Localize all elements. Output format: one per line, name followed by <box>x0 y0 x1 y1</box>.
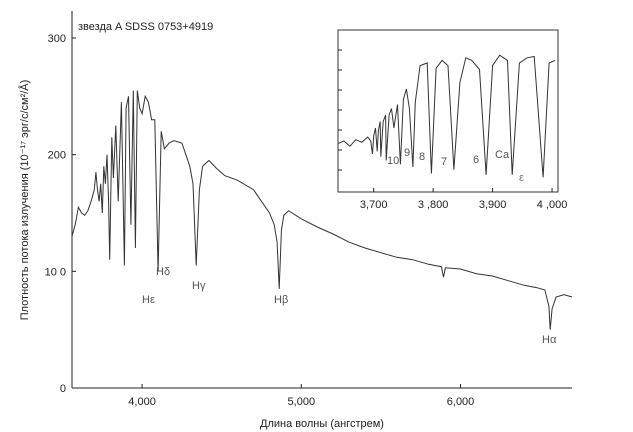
inset-spectrum-line <box>337 54 556 178</box>
inset-annotation-10: 10 <box>387 155 399 167</box>
annotation-h-gamma: Hγ <box>192 280 206 292</box>
y-tick-label: 0 <box>60 383 66 395</box>
inset-annotation-7: 7 <box>441 156 447 168</box>
inset-panel: 3,700 3 ,800 3,900 4 ,000 10 9 8 7 6 Ca ε <box>337 29 567 211</box>
inset-annotation-6: 6 <box>473 154 479 166</box>
y-tick-group: 0 10 0 200 300 <box>45 33 76 395</box>
x-tick-group: 4,000 5,000 6,000 <box>128 384 474 408</box>
main-axes: 0 10 0 200 300 4,000 5,000 6,000 <box>45 11 573 408</box>
inset-annotation-epsilon: ε <box>519 172 524 184</box>
chart-title: звезда A SDSS 0753+4919 <box>78 21 213 33</box>
inset-annotation-ca: Ca <box>495 149 510 161</box>
x-tick-label: 6,000 <box>447 396 475 408</box>
inset-x-tick-label: 3,900 <box>479 199 507 211</box>
y-tick-label: 10 0 <box>45 266 66 278</box>
x-tick-label: 5,000 <box>288 396 316 408</box>
inset-x-tick-label: 3,700 <box>360 199 388 211</box>
y-tick-label: 200 <box>48 150 66 162</box>
x-tick-label: 4,000 <box>128 396 156 408</box>
annotation-h-delta: Hδ <box>156 266 170 278</box>
inset-annotation-9: 9 <box>404 147 410 159</box>
inset-frame <box>337 29 559 193</box>
annotation-h-alpha: Hα <box>542 334 557 346</box>
inset-x-tick-label: 4 ,000 <box>537 199 568 211</box>
inset-annotation-8: 8 <box>419 151 425 163</box>
inset-x-tick-group: 3,700 3 ,800 3,900 4 ,000 <box>360 188 567 211</box>
x-axis-label: Длина волны (ангстрем) <box>260 418 384 430</box>
y-tick-label: 300 <box>48 33 66 45</box>
inset-x-tick-label: 3 ,800 <box>418 199 449 211</box>
inset-y-tick-group <box>338 49 342 171</box>
y-axis-label: Плотность потока излучения (10⁻¹⁷ эрг/с/… <box>18 80 31 321</box>
annotation-h-epsilon: Hε <box>142 294 155 306</box>
annotation-h-beta: Hβ <box>274 294 288 306</box>
spectrum-line <box>71 90 573 330</box>
